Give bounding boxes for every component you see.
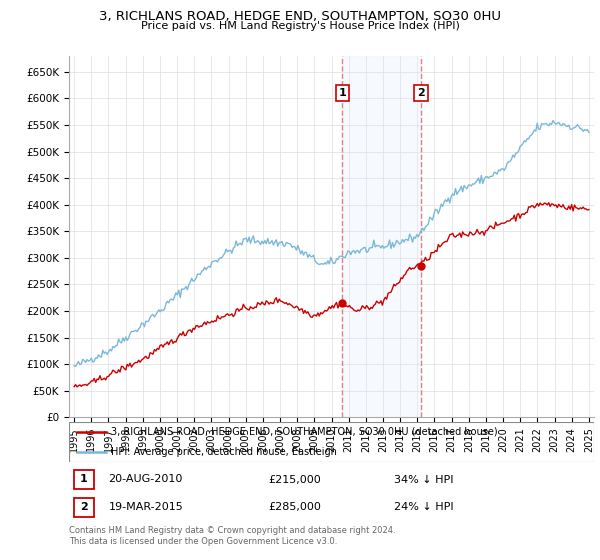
Text: 3, RICHLANS ROAD, HEDGE END, SOUTHAMPTON, SO30 0HU: 3, RICHLANS ROAD, HEDGE END, SOUTHAMPTON… <box>99 10 501 23</box>
Bar <box>74 470 94 489</box>
Text: 3, RICHLANS ROAD, HEDGE END, SOUTHAMPTON, SO30 0HU (detached house): 3, RICHLANS ROAD, HEDGE END, SOUTHAMPTON… <box>111 427 497 437</box>
Text: HPI: Average price, detached house, Eastleigh: HPI: Average price, detached house, East… <box>111 447 337 457</box>
Text: 2: 2 <box>80 502 88 512</box>
Bar <box>74 498 94 516</box>
Text: 1: 1 <box>80 474 88 484</box>
Text: £285,000: £285,000 <box>269 502 322 512</box>
Bar <box>343 56 421 417</box>
Text: 20-AUG-2010: 20-AUG-2010 <box>109 474 183 484</box>
Text: 24% ↓ HPI: 24% ↓ HPI <box>395 502 454 512</box>
Text: 34% ↓ HPI: 34% ↓ HPI <box>395 474 454 484</box>
Text: 2: 2 <box>417 88 425 98</box>
Text: Price paid vs. HM Land Registry's House Price Index (HPI): Price paid vs. HM Land Registry's House … <box>140 21 460 31</box>
Text: 19-MAR-2015: 19-MAR-2015 <box>109 502 183 512</box>
Text: 1: 1 <box>338 88 346 98</box>
Text: £215,000: £215,000 <box>269 474 321 484</box>
Text: Contains HM Land Registry data © Crown copyright and database right 2024.
This d: Contains HM Land Registry data © Crown c… <box>69 526 395 546</box>
